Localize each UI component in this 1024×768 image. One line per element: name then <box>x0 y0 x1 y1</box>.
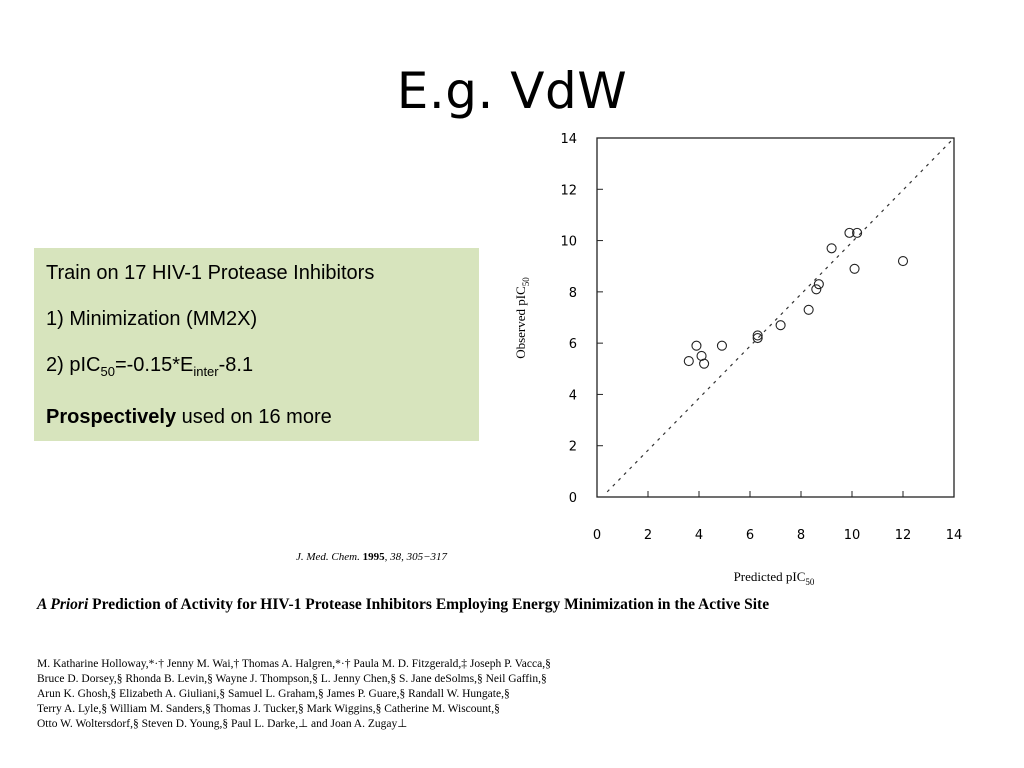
data-point <box>752 332 763 344</box>
journal-year: 1995 <box>362 551 385 563</box>
plot-frame <box>596 137 955 498</box>
data-point <box>803 304 814 315</box>
slide-title: E.g. VdW <box>396 62 628 120</box>
author-line: Otto W. Woltersdorf,§ Steven D. Young,§ … <box>37 718 408 730</box>
x-tick-label: 12 <box>895 528 912 543</box>
y-tick-label: 10 <box>560 235 577 250</box>
scatter-chart: 0 2 4 6 8 10 12 14 0 2 4 6 8 10 12 14 Predicted pIC50 O… <box>505 128 985 596</box>
prospectively-label: Prospectively <box>46 406 177 428</box>
x-axis-title: Predicted pIC50 <box>734 569 815 587</box>
x-tick-label: 0 <box>593 528 601 543</box>
author-line: Bruce D. Dorsey,§ Rhonda B. Levin,§ Wayn… <box>37 673 547 685</box>
data-point <box>752 330 763 341</box>
data-point <box>699 358 710 369</box>
equation-part-mid: =-0.15*E <box>114 354 194 376</box>
equation-part-suffix: -8.1 <box>218 354 254 376</box>
y-tick-label: 4 <box>569 388 577 403</box>
scatter-chart-svg: 0 2 4 6 8 10 12 14 0 2 4 6 8 10 12 14 Predicted pIC50 O… <box>513 132 963 587</box>
y-tick-label: 6 <box>569 337 577 352</box>
equation-part-prefix: 2) pIC <box>46 354 101 376</box>
x-tick-label: 10 <box>844 528 861 543</box>
data-point <box>897 256 909 267</box>
author-line: Arun K. Ghosh,§ Elizabeth A. Giuliani,§ … <box>37 688 510 700</box>
journal-volume-pages: , 38, 305−317 <box>384 551 448 563</box>
paper-title: A Priori Prediction of Activity for HIV-… <box>37 594 777 616</box>
y-tick-label: 0 <box>569 491 577 506</box>
author-line: M. Katharine Holloway,*·† Jenny M. Wai,†… <box>37 658 551 670</box>
summary-line-prospective: Prospectively used on 16 more <box>46 406 467 429</box>
journal-citation: J. Med. Chem. 1995, 38, 305−317 <box>296 551 447 563</box>
data-point <box>696 350 707 362</box>
y-tick-label: 12 <box>560 183 577 198</box>
data-point <box>716 340 727 351</box>
equation-sub-50: 50 <box>100 364 115 379</box>
summary-line-minimization: 1) Minimization (MM2X) <box>46 308 258 330</box>
data-point <box>844 227 855 238</box>
data-point <box>691 340 702 351</box>
data-point <box>826 243 837 254</box>
y-tick-label: 2 <box>569 440 577 455</box>
data-point <box>852 227 863 238</box>
data-point <box>813 279 824 290</box>
x-tick-label: 6 <box>746 528 754 543</box>
y-tick-label: 14 <box>560 132 577 147</box>
equation-sub-inter: inter <box>193 364 219 379</box>
identity-reference-line <box>606 137 955 493</box>
summary-box: Train on 17 HIV-1 Protease Inhibitors 1)… <box>34 248 479 441</box>
x-tick-label: 14 <box>946 528 963 543</box>
paper-title-rest: Prediction of Activity for HIV-1 Proteas… <box>88 596 770 613</box>
summary-line-training: Train on 17 HIV-1 Protease Inhibitors <box>46 262 375 284</box>
author-line: Terry A. Lyle,§ William M. Sanders,§ Tho… <box>37 703 500 715</box>
prospective-rest: used on 16 more <box>176 406 332 428</box>
journal-name: J. Med. Chem. <box>296 551 360 563</box>
y-tick-label: 8 <box>569 286 577 301</box>
data-point <box>775 320 786 331</box>
x-tick-label: 8 <box>797 528 805 543</box>
data-point <box>811 284 822 295</box>
author-list: M. Katharine Holloway,*·† Jenny M. Wai,†… <box>37 657 737 732</box>
paper-title-italic: A Priori <box>37 596 89 613</box>
y-axis-title: Observed pIC50 <box>513 277 531 359</box>
x-tick-label: 2 <box>644 528 652 543</box>
x-tick-label: 4 <box>695 528 703 543</box>
summary-line-equation: 2) pIC50=-0.15*Einter-8.1 <box>46 354 467 383</box>
data-point <box>683 356 694 367</box>
data-point <box>849 263 860 274</box>
